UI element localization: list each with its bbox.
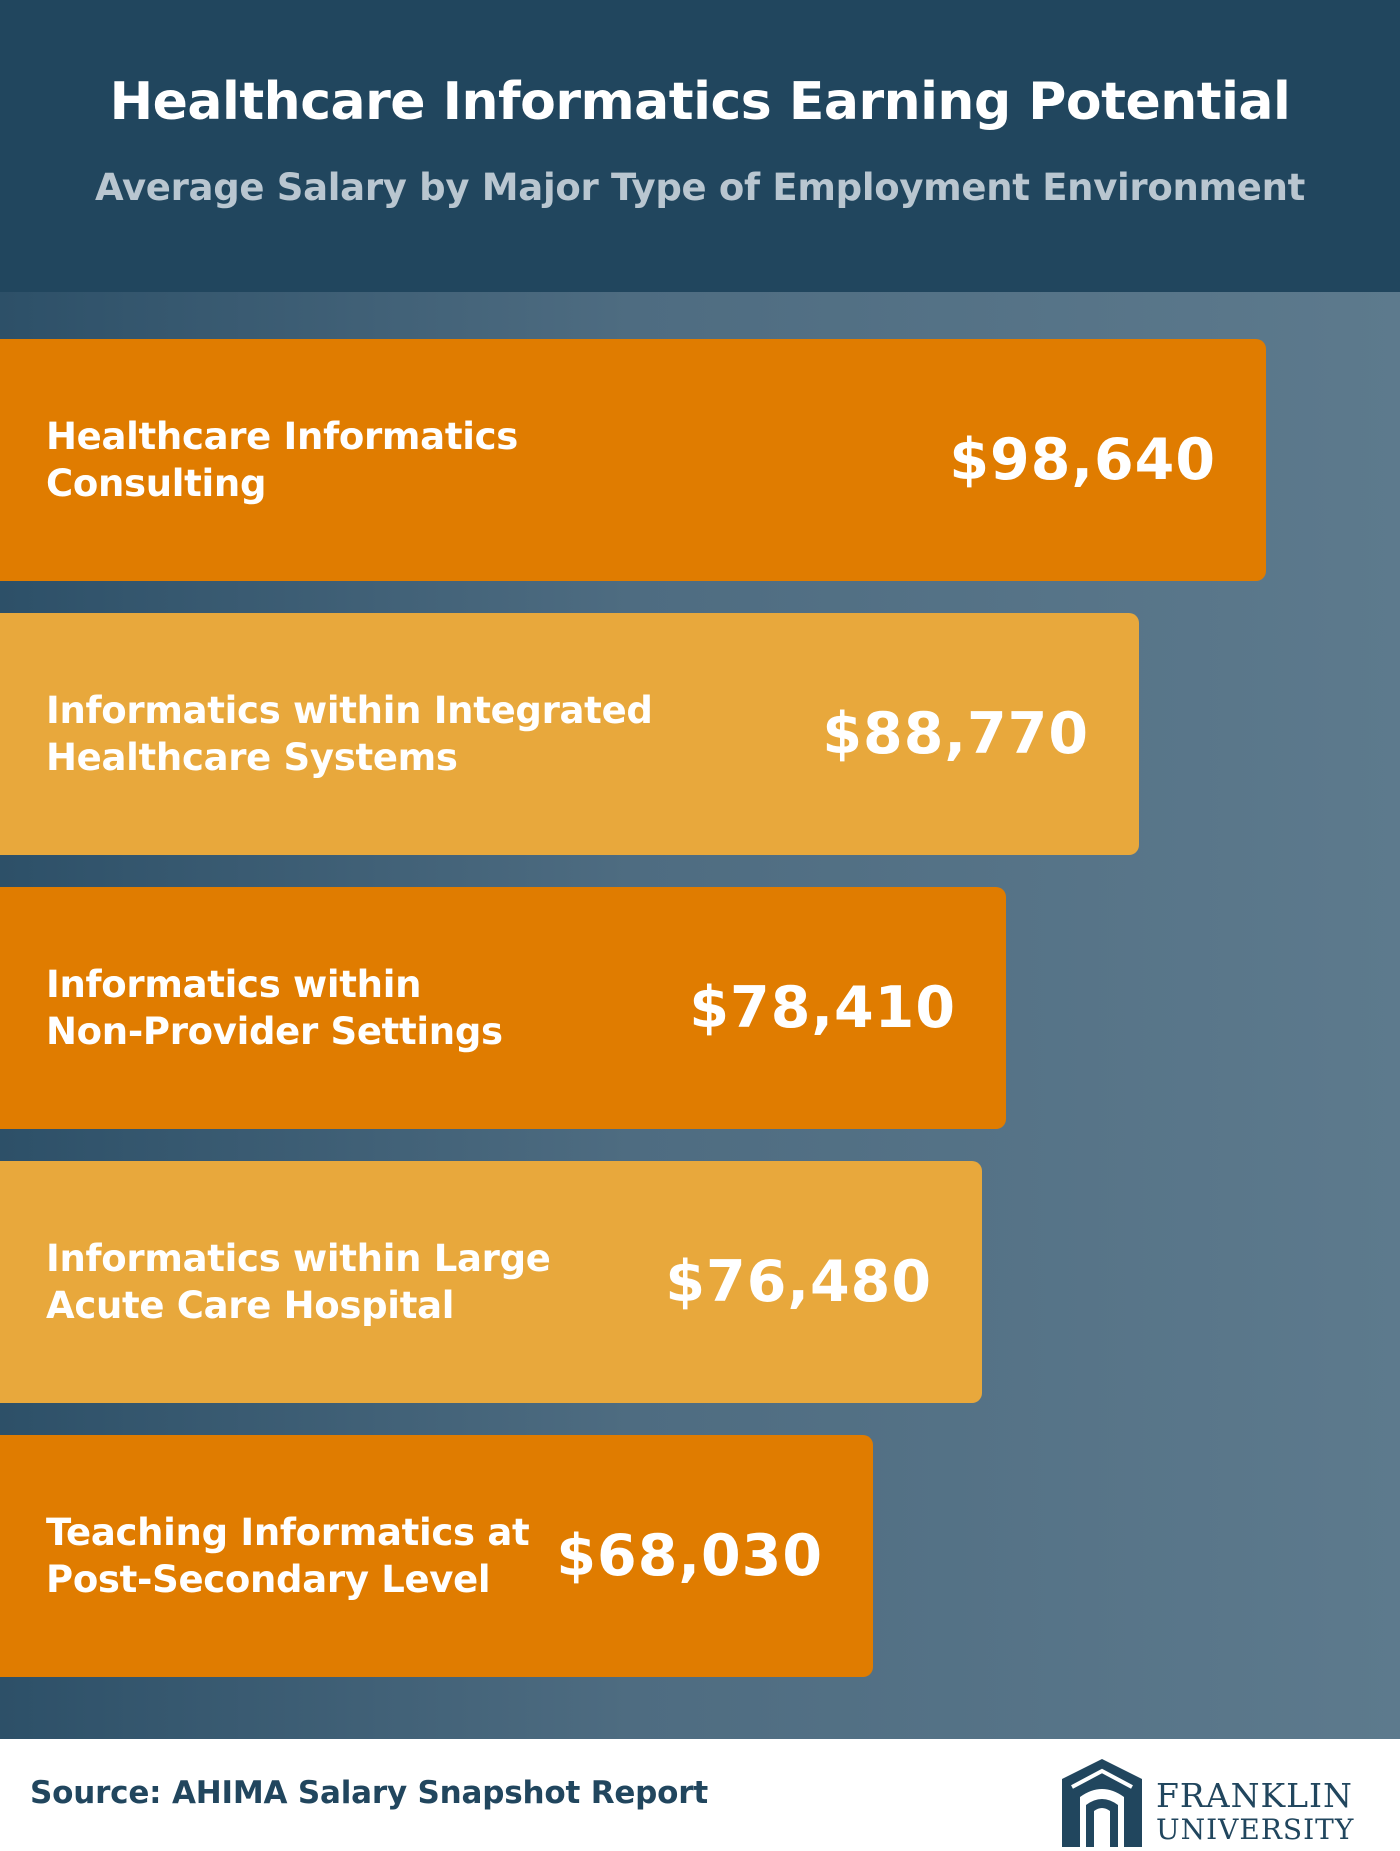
bar-value-label: $78,410 <box>689 975 956 1041</box>
bar-3: Informatics within Non-Provider Settings $… <box>0 887 1006 1129</box>
bar-1: Healthcare Informatics Consulting $98,640 <box>0 339 1266 581</box>
bar-5: Teaching Informatics at Post-Secondary Le… <box>0 1435 873 1677</box>
logo-wordmark: FRANKLIN UNIVERSITY <box>1156 1779 1354 1847</box>
bar-label: Informatics within Large Acute Care Hospi… <box>46 1235 666 1329</box>
bar-label-line: Informatics within Large <box>46 1237 551 1280</box>
bar-label-line: Informatics within Integrated <box>46 689 653 732</box>
logo-line-franklin: FRANKLIN <box>1156 1776 1353 1815</box>
bar-label: Healthcare Informatics Consulting <box>46 413 666 507</box>
page-title: Healthcare Informatics Earning Potential <box>109 72 1291 132</box>
bar-label-line: Informatics within <box>46 963 422 1006</box>
bar-value-label: $68,030 <box>556 1523 823 1589</box>
franklin-university-logo: FRANKLIN UNIVERSITY <box>1058 1749 1378 1849</box>
bar-4: Informatics within Large Acute Care Hospi… <box>0 1161 982 1403</box>
bar-label-line: Healthcare Systems <box>46 736 458 779</box>
bar-label-line: Post-Secondary Level <box>46 1558 491 1601</box>
bar-chart: Healthcare Informatics Consulting $98,640… <box>0 292 1400 1739</box>
page-subtitle: Average Salary by Major Type of Employme… <box>94 166 1306 209</box>
bar-label-line: Healthcare Informatics Consulting <box>46 415 518 505</box>
bar-value-label: $98,640 <box>949 427 1216 493</box>
bar-value-label: $76,480 <box>665 1249 932 1315</box>
footer: Source: AHIMA Salary Snapshot Report FRA… <box>0 1739 1400 1851</box>
bar-label: Informatics within Non-Provider Settings <box>46 961 666 1055</box>
source-note: Source: AHIMA Salary Snapshot Report <box>30 1775 708 1811</box>
arch-logo-icon <box>1062 1759 1142 1847</box>
bar-label: Informatics within Integrated Healthcare … <box>46 687 666 781</box>
header: Healthcare Informatics Earning Potential… <box>0 0 1400 292</box>
bar-label-line: Acute Care Hospital <box>46 1284 455 1327</box>
bar-2: Informatics within Integrated Healthcare … <box>0 613 1139 855</box>
bar-label: Teaching Informatics at Post-Secondary Le… <box>46 1509 666 1603</box>
logo-line-university: UNIVERSITY <box>1156 1813 1355 1846</box>
bar-value-label: $88,770 <box>822 701 1089 767</box>
bar-label-line: Non-Provider Settings <box>46 1010 503 1053</box>
bar-label-line: Teaching Informatics at <box>46 1511 530 1554</box>
